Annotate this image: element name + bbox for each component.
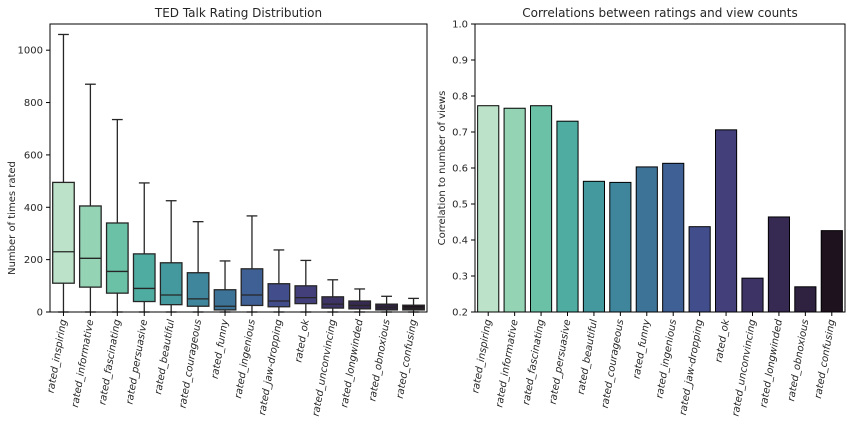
- rating-distribution-ytick-label: 1000: [18, 46, 43, 57]
- correlation-bar: [556, 120, 579, 313]
- rating-distribution-xtick-label: rated_obnoxious: [367, 319, 392, 403]
- rating-distribution-xtick-label: rated_ingenious: [233, 319, 258, 400]
- correlation-ytick-label: 0.4: [452, 236, 468, 247]
- correlation-xtick-label: rated_jaw-dropping: [678, 319, 706, 417]
- box-iqr: [213, 289, 237, 311]
- correlation-xtick-label: rated_longwinded: [759, 318, 785, 409]
- correlation-bar: [688, 226, 711, 313]
- correlation-bars: [477, 105, 843, 313]
- rating-distribution-ytick-label: 400: [24, 203, 43, 214]
- rating-distribution-xtick-label: rated_inspiring: [46, 319, 70, 394]
- box-iqr: [52, 181, 75, 284]
- correlation-ytick-label: 0.5: [452, 200, 468, 211]
- correlation-frame: [474, 23, 846, 313]
- correlation-xtick-label: rated_ingenious: [654, 319, 679, 400]
- correlation-ytick-label: 0.8: [452, 92, 468, 103]
- rating-distribution-xtick-label: rated_confusing: [395, 319, 420, 400]
- correlation-ytick-label: 0.9: [452, 56, 468, 67]
- rating-distribution-xtick-label: rated_jaw-dropping: [257, 319, 285, 417]
- correlation-xtick-label: rated_persuasive: [548, 319, 574, 406]
- rating-distribution-xtick-label: rated_ok: [293, 317, 312, 363]
- correlation-xtick-label: rated_fascinating: [521, 319, 547, 406]
- correlation-bar: [767, 216, 790, 313]
- correlation-xtick-label: rated_ok: [714, 317, 733, 363]
- box-iqr: [267, 283, 291, 308]
- rating-distribution-xtick-label: rated_longwinded: [339, 318, 365, 409]
- correlation-ytick-label: 0.7: [452, 128, 468, 139]
- correlation-yticks: 0.2 0.3 0.4 0.5 0.6 0.7 0.8 0.9 1.0: [452, 20, 475, 319]
- correlation-xtick-label: rated_obnoxious: [786, 319, 811, 403]
- rating-distribution-xtick-label: rated_funny: [210, 318, 231, 380]
- correlation-bar: [794, 286, 817, 313]
- rating-distribution-xtick-label: rated_unconvincing: [311, 319, 339, 418]
- rating-distribution-ytick-label: 800: [24, 98, 43, 109]
- rating-distribution-xtick-label: rated_informative: [70, 319, 96, 409]
- correlation-bar: [582, 180, 605, 313]
- rating-distribution-ytick-label: 600: [24, 150, 43, 161]
- correlation-bar: [741, 277, 764, 313]
- box-iqr: [294, 285, 318, 305]
- correlation-bar: [477, 105, 500, 313]
- correlation-chart: Correlations between ratings and view co…: [437, 6, 846, 418]
- box-iqr: [78, 205, 102, 288]
- rating-distribution-xtick-label: rated_beautiful: [153, 318, 177, 395]
- box-iqr: [321, 296, 345, 309]
- rating-distribution-frame: [49, 23, 428, 313]
- correlation-bar: [503, 107, 526, 313]
- correlation-bar: [715, 129, 738, 313]
- correlation-xticks: rated_inspiring rated_informative rated_fa…: [470, 312, 838, 418]
- rating-distribution-ylabel: Number of times rated: [7, 161, 18, 275]
- correlation-bar: [609, 181, 632, 313]
- correlation-ylabel: Correlation to number of views: [437, 91, 448, 246]
- correlation-title: Correlations between ratings and view co…: [522, 6, 798, 20]
- correlation-ytick-label: 0.2: [452, 308, 468, 319]
- correlation-ytick-label: 0.6: [452, 164, 468, 175]
- rating-distribution-xtick-label: rated_persuasive: [124, 319, 150, 406]
- rating-distribution-xticks: rated_inspiring rated_informative rated_fa…: [46, 312, 420, 418]
- correlation-xtick-label: rated_confusing: [813, 319, 838, 400]
- rating-distribution-ytick-label: 200: [24, 255, 43, 266]
- box-iqr: [186, 272, 210, 307]
- correlation-bar: [530, 105, 553, 313]
- correlation-xtick-label: rated_unconvincing: [731, 319, 759, 418]
- correlation-bar: [635, 166, 658, 313]
- rating-distribution-ytick-label: 0: [37, 308, 43, 319]
- rating-distribution-xtick-label: rated_courageous: [178, 319, 204, 410]
- correlation-ytick-label: 1.0: [452, 20, 468, 31]
- rating-distribution-boxes: [52, 33, 425, 313]
- box-iqr: [132, 253, 156, 303]
- correlation-xtick-label: rated_beautiful: [576, 318, 600, 395]
- rating-distribution-xtick-label: rated_fascinating: [97, 319, 123, 406]
- box-iqr: [159, 262, 183, 306]
- rating-distribution-chart: TED Talk Rating Distribution Number of t…: [7, 6, 428, 418]
- correlation-xtick-label: rated_informative: [494, 319, 520, 409]
- correlation-bar: [820, 230, 843, 313]
- correlation-ytick-label: 0.3: [452, 272, 468, 283]
- box-iqr: [240, 268, 264, 307]
- correlation-xtick-label: rated_inspiring: [470, 319, 494, 394]
- correlation-bar: [662, 162, 685, 313]
- rating-distribution-yticks: 0 200 400 600 800 1000: [18, 46, 50, 319]
- rating-distribution-title: TED Talk Rating Distribution: [154, 6, 322, 20]
- box-iqr: [105, 222, 129, 294]
- correlation-xtick-label: rated_funny: [631, 318, 652, 380]
- correlation-xtick-label: rated_courageous: [600, 319, 626, 410]
